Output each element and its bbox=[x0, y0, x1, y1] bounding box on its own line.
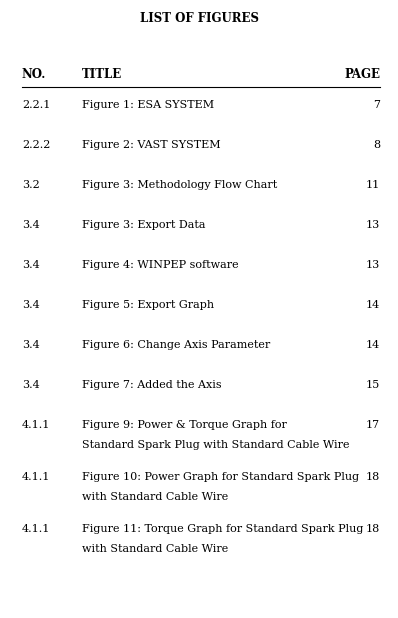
Text: Figure 6: Change Axis Parameter: Figure 6: Change Axis Parameter bbox=[82, 340, 270, 350]
Text: 3.4: 3.4 bbox=[22, 380, 40, 390]
Text: 13: 13 bbox=[366, 260, 380, 270]
Text: 17: 17 bbox=[366, 420, 380, 430]
Text: 3.4: 3.4 bbox=[22, 260, 40, 270]
Text: 2.2.1: 2.2.1 bbox=[22, 100, 50, 110]
Text: 18: 18 bbox=[366, 472, 380, 482]
Text: 2.2.2: 2.2.2 bbox=[22, 140, 50, 150]
Text: 18: 18 bbox=[366, 524, 380, 534]
Text: 14: 14 bbox=[366, 300, 380, 310]
Text: 3.4: 3.4 bbox=[22, 340, 40, 350]
Text: Standard Spark Plug with Standard Cable Wire: Standard Spark Plug with Standard Cable … bbox=[82, 440, 349, 450]
Text: TITLE: TITLE bbox=[82, 68, 122, 81]
Text: 15: 15 bbox=[366, 380, 380, 390]
Text: Figure 10: Power Graph for Standard Spark Plug: Figure 10: Power Graph for Standard Spar… bbox=[82, 472, 359, 482]
Text: Figure 11: Torque Graph for Standard Spark Plug: Figure 11: Torque Graph for Standard Spa… bbox=[82, 524, 363, 534]
Text: Figure 7: Added the Axis: Figure 7: Added the Axis bbox=[82, 380, 221, 390]
Text: Figure 3: Methodology Flow Chart: Figure 3: Methodology Flow Chart bbox=[82, 180, 277, 190]
Text: Figure 1: ESA SYSTEM: Figure 1: ESA SYSTEM bbox=[82, 100, 214, 110]
Text: NO.: NO. bbox=[22, 68, 46, 81]
Text: 14: 14 bbox=[366, 340, 380, 350]
Text: 11: 11 bbox=[366, 180, 380, 190]
Text: Figure 3: Export Data: Figure 3: Export Data bbox=[82, 220, 205, 230]
Text: 3.4: 3.4 bbox=[22, 220, 40, 230]
Text: 13: 13 bbox=[366, 220, 380, 230]
Text: 7: 7 bbox=[373, 100, 380, 110]
Text: 4.1.1: 4.1.1 bbox=[22, 420, 50, 430]
Text: Figure 4: WINPEP software: Figure 4: WINPEP software bbox=[82, 260, 238, 270]
Text: 4.1.1: 4.1.1 bbox=[22, 472, 50, 482]
Text: Figure 5: Export Graph: Figure 5: Export Graph bbox=[82, 300, 214, 310]
Text: Figure 9: Power & Torque Graph for: Figure 9: Power & Torque Graph for bbox=[82, 420, 287, 430]
Text: Figure 2: VAST SYSTEM: Figure 2: VAST SYSTEM bbox=[82, 140, 220, 150]
Text: LIST OF FIGURES: LIST OF FIGURES bbox=[140, 12, 258, 25]
Text: 4.1.1: 4.1.1 bbox=[22, 524, 50, 534]
Text: with Standard Cable Wire: with Standard Cable Wire bbox=[82, 492, 228, 502]
Text: 8: 8 bbox=[373, 140, 380, 150]
Text: PAGE: PAGE bbox=[344, 68, 380, 81]
Text: 3.2: 3.2 bbox=[22, 180, 40, 190]
Text: 3.4: 3.4 bbox=[22, 300, 40, 310]
Text: with Standard Cable Wire: with Standard Cable Wire bbox=[82, 544, 228, 554]
